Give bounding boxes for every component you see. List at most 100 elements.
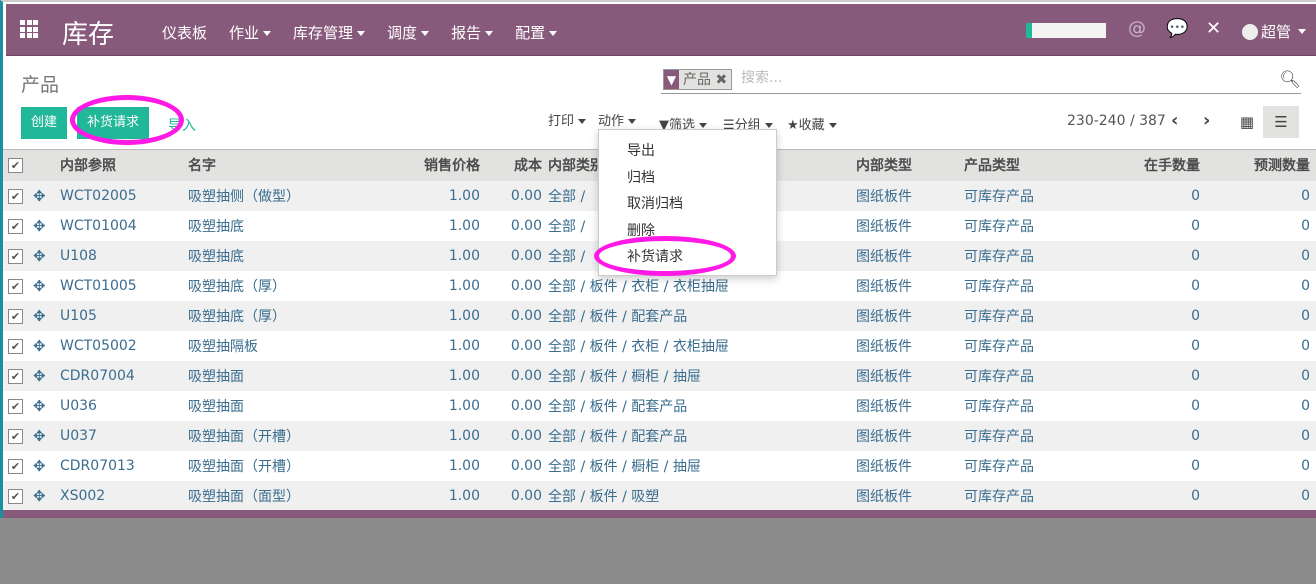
drag-handle-icon[interactable]: ✥: [33, 246, 46, 265]
action-dropdown[interactable]: 动作: [598, 110, 637, 129]
table-cell: 可库存产品: [964, 368, 1034, 385]
table-row[interactable]: ✔ ✥ CDR07013 吸塑抽面（开槽） 1.00 0.00 全部 / 板件 / 橱柜 /…: [3, 451, 1316, 481]
column-header[interactable]: 预测数量: [1206, 149, 1316, 181]
table-cell: 0: [1191, 487, 1200, 504]
column-header[interactable]: 在手数量: [1114, 149, 1206, 181]
table-cell: 可库存产品: [964, 308, 1034, 325]
remove-facet-icon[interactable]: ✖: [715, 72, 728, 88]
table-cell: 0: [1301, 487, 1310, 504]
print-dropdown[interactable]: 打印: [548, 110, 587, 129]
drag-handle-icon[interactable]: ✥: [33, 456, 46, 475]
action-menu-item[interactable]: 删除: [627, 222, 655, 239]
table-row[interactable]: ✔ ✥ CDR07004 吸塑抽面 1.00 0.00 全部 / 板件 / 橱柜 / 抽屉 图…: [3, 360, 1316, 391]
drag-handle-icon[interactable]: ✥: [33, 336, 46, 355]
row-checkbox[interactable]: ✔: [3, 181, 33, 211]
table-row[interactable]: ✔ ✥ WCT01004 吸塑抽底 1.00 0.00 全部 / 图纸板件 可库存产品 0 0: [3, 211, 1316, 241]
drag-handle-icon[interactable]: ✥: [33, 366, 46, 385]
menu-item[interactable]: 仪表板: [162, 24, 208, 42]
column-header[interactable]: 产品类型: [964, 149, 1114, 181]
action-menu-item[interactable]: 取消归档: [627, 196, 683, 212]
apps-grid-icon[interactable]: [20, 20, 38, 38]
mention-icon[interactable]: @: [1128, 18, 1146, 39]
menu-item[interactable]: 调度: [387, 22, 430, 43]
drag-handle-icon[interactable]: ✥: [33, 306, 46, 325]
table-cell: 0.00: [510, 457, 542, 474]
table-cell: 全部 / 板件 / 配套产品: [548, 308, 688, 325]
row-checkbox[interactable]: ✔: [3, 481, 33, 511]
table-cell: 吸塑抽底（厚）: [188, 278, 286, 295]
drag-handle-icon[interactable]: ✥: [33, 486, 46, 505]
table-row[interactable]: ✔ ✥ U037 吸塑抽面（开槽） 1.00 0.00 全部 / 板件 / 配套产品 图纸板件…: [3, 420, 1316, 451]
table-cell: 吸塑抽面（开槽）: [188, 458, 300, 475]
row-checkbox[interactable]: ✔: [3, 451, 33, 481]
table-row[interactable]: ✔ ✥ U036 吸塑抽面 1.00 0.00 全部 / 板件 / 配套产品 图纸板件 可库存产…: [3, 391, 1316, 421]
menu-item[interactable]: 作业: [229, 22, 272, 43]
table-cell: U105: [60, 307, 97, 324]
table-cell: 可库存产品: [964, 458, 1034, 475]
table-cell: 吸塑抽侧（做型）: [188, 188, 300, 205]
table-cell: U037: [60, 427, 97, 444]
drag-handle-icon[interactable]: ✥: [33, 426, 46, 445]
table-cell: 0: [1301, 457, 1310, 474]
select-all-checkbox[interactable]: ✔: [3, 149, 33, 181]
page-title: 产品: [21, 74, 60, 96]
action-menu-item[interactable]: 导出: [627, 143, 655, 159]
table-cell: 全部 / 板件 / 吸塑: [548, 488, 660, 505]
row-checkbox[interactable]: ✔: [3, 271, 33, 301]
list-view-icon[interactable]: ☰: [1263, 106, 1299, 138]
row-checkbox[interactable]: ✔: [3, 331, 33, 361]
column-header[interactable]: 成本: [486, 149, 548, 181]
row-checkbox[interactable]: ✔: [3, 241, 33, 271]
table-cell: 1.00: [448, 187, 480, 204]
search-icon[interactable]: 🔍︎: [1279, 70, 1301, 90]
create-button[interactable]: 创建: [21, 107, 68, 139]
drag-handle-icon[interactable]: ✥: [33, 396, 46, 415]
table-cell: 图纸板件: [856, 218, 912, 235]
table-cell: 0: [1301, 337, 1310, 354]
table-cell: 图纸板件: [856, 278, 912, 295]
search-facet: ▼ 产品 ✖: [663, 69, 733, 90]
table-cell: WCT02005: [60, 187, 137, 204]
drag-handle-icon[interactable]: ✥: [33, 216, 46, 235]
search-input[interactable]: [741, 70, 1241, 86]
table-row[interactable]: ✔ ✥ WCT05002 吸塑抽隔板 1.00 0.00 全部 / 板件 / 衣柜 / 衣柜…: [3, 331, 1316, 361]
user-name: 超管: [1261, 23, 1292, 41]
row-checkbox[interactable]: ✔: [3, 361, 33, 391]
row-checkbox[interactable]: ✔: [3, 211, 33, 241]
tools-icon[interactable]: ✕: [1206, 18, 1222, 39]
kanban-view-icon[interactable]: ▦: [1239, 113, 1255, 131]
table-cell: 吸塑抽隔板: [188, 338, 258, 355]
table-row[interactable]: ✔ ✥ U105 吸塑抽底（厚） 1.00 0.00 全部 / 板件 / 配套产品 图纸板件 可…: [3, 300, 1316, 331]
progress-indicator: [1026, 23, 1106, 38]
user-menu[interactable]: 超管: [1242, 21, 1307, 42]
table-row[interactable]: ✔ ✥ XS002 吸塑抽面（面型） 1.00 0.00 全部 / 板件 / 吸塑 图纸板件 可…: [3, 480, 1316, 511]
chat-icon[interactable]: 💬: [1166, 18, 1189, 39]
table-row[interactable]: ✔ ✥ WCT01005 吸塑抽底（厚） 1.00 0.00 全部 / 板件 / 衣柜 / …: [3, 271, 1316, 301]
column-header[interactable]: 内部类型: [856, 149, 964, 181]
main-menu: 仪表板 作业 库存管理 调度 报告 配置: [162, 22, 558, 43]
pager-previous-icon[interactable]: ‹: [1171, 110, 1179, 131]
row-checkbox[interactable]: ✔: [3, 391, 33, 421]
table-cell: 0: [1191, 307, 1200, 324]
menu-item[interactable]: 库存管理: [293, 22, 366, 43]
drag-handle-icon[interactable]: ✥: [33, 186, 46, 205]
table-cell: 全部 /: [548, 218, 586, 235]
row-checkbox[interactable]: ✔: [3, 421, 33, 451]
column-header[interactable]: 名字: [188, 149, 386, 181]
menu-item[interactable]: 报告: [451, 22, 494, 43]
drag-handle-icon[interactable]: ✥: [33, 276, 46, 295]
column-header[interactable]: 内部参照: [60, 149, 188, 181]
action-menu-item[interactable]: 归档: [627, 169, 655, 186]
table-cell: 0: [1191, 367, 1200, 384]
table-cell: 图纸板件: [856, 368, 912, 385]
menu-item[interactable]: 配置: [515, 22, 558, 43]
table-cell: 0: [1191, 247, 1200, 264]
pager-next-icon[interactable]: ›: [1203, 110, 1211, 131]
table-cell: CDR07004: [60, 367, 135, 384]
row-checkbox[interactable]: ✔: [3, 301, 33, 331]
footer-bar: [3, 510, 1316, 518]
pager-value: 230-240 / 387: [1067, 113, 1166, 129]
table-cell: CDR07013: [60, 457, 135, 474]
favorites-dropdown[interactable]: ★收藏: [787, 114, 837, 133]
column-header[interactable]: 销售价格: [386, 149, 486, 181]
